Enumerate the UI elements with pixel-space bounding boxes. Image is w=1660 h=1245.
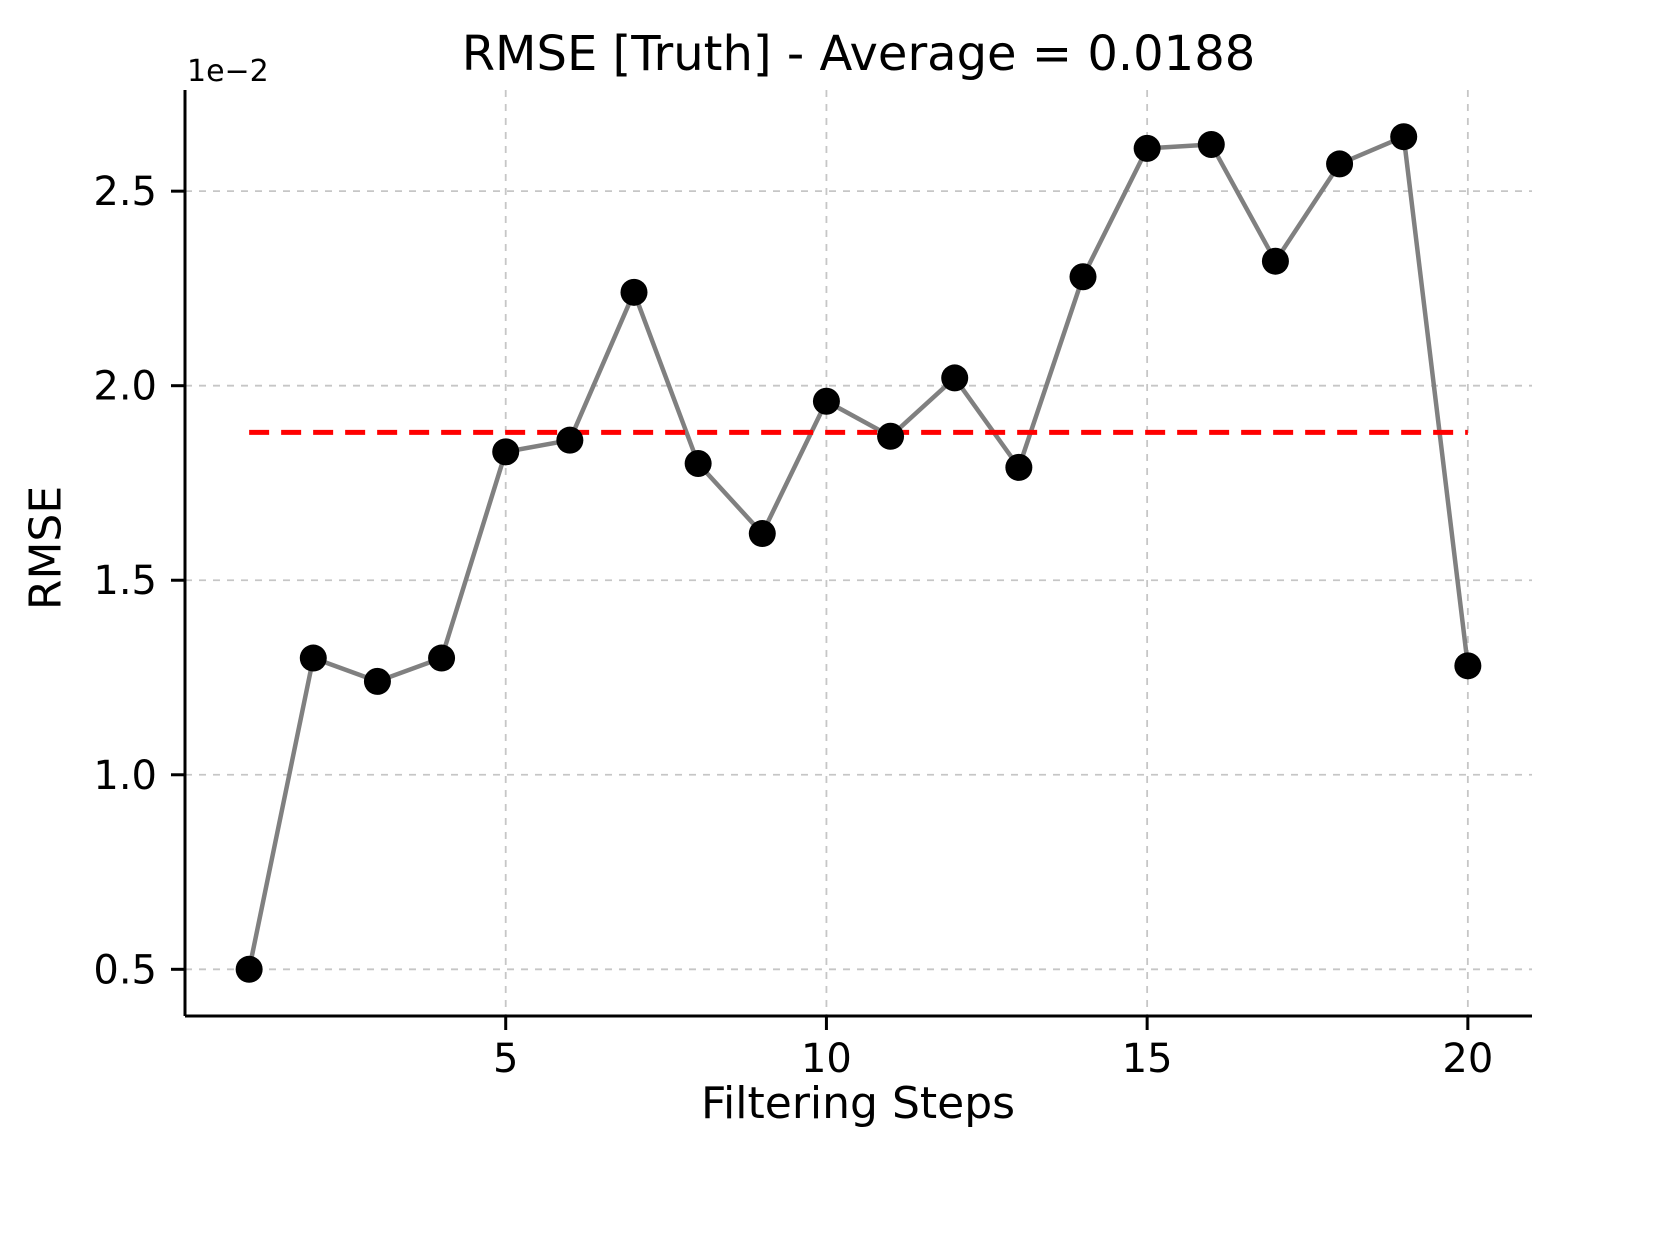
data-point — [556, 426, 584, 454]
x-tick-label: 15 — [1122, 1036, 1173, 1082]
y-tick-label: 2.5 — [93, 169, 157, 215]
data-point — [1133, 134, 1161, 162]
chart-title: RMSE [Truth] - Average = 0.0188 — [461, 26, 1256, 82]
x-tick-label: 5 — [493, 1036, 518, 1082]
y-tick-label: 1.0 — [93, 753, 157, 799]
y-axis-offset-text: 1e−2 — [187, 54, 269, 89]
data-point — [299, 644, 327, 672]
data-point — [748, 520, 776, 548]
data-point — [1005, 453, 1033, 481]
data-point — [1261, 247, 1289, 275]
data-point — [620, 278, 648, 306]
data-point — [1197, 130, 1225, 158]
data-point — [812, 387, 840, 415]
data-point — [492, 438, 520, 466]
x-axis-label: Filtering Steps — [700, 1078, 1016, 1129]
y-tick-label: 0.5 — [93, 947, 157, 993]
data-point — [1069, 263, 1097, 291]
data-point — [1326, 150, 1354, 178]
data-point — [363, 667, 391, 695]
x-tick-label: 10 — [801, 1036, 852, 1082]
data-point — [235, 955, 263, 983]
rmse-line — [246, 134, 1471, 972]
x-tick-label: 20 — [1442, 1036, 1493, 1082]
data-point — [1390, 123, 1418, 151]
data-point — [428, 644, 456, 672]
y-tick-label: 2.0 — [93, 364, 157, 410]
data-point — [1454, 652, 1482, 680]
y-tick-label: 1.5 — [93, 558, 157, 604]
data-point — [684, 450, 712, 478]
data-point — [877, 422, 905, 450]
data-point — [941, 364, 969, 392]
